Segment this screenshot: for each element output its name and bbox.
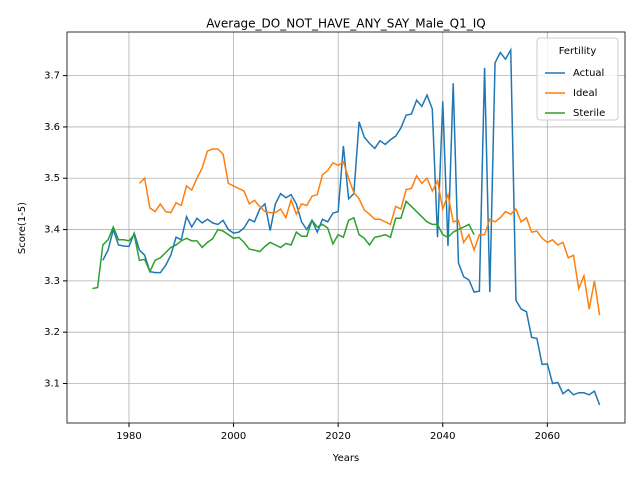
legend-box — [536, 37, 619, 121]
y-tick-label: 3.4 — [44, 225, 60, 236]
x-tick-label: 2000 — [221, 431, 246, 442]
x-tick-label: 2020 — [325, 431, 350, 442]
series-line — [92, 199, 475, 290]
x-tick-label: 2040 — [430, 431, 455, 442]
y-tick-label: 3.1 — [44, 378, 60, 389]
chart-title: Average_DO_NOT_HAVE_ANY_SAY_Male_Q1_IQ — [206, 17, 485, 31]
legend-label: Actual — [573, 68, 604, 79]
x-tick-label: 1980 — [116, 431, 141, 442]
series-line — [102, 47, 601, 406]
y-tick-label: 3.3 — [44, 276, 60, 287]
plot-frame — [66, 31, 626, 424]
y-tick-label: 3.6 — [44, 122, 60, 133]
y-tick-label: 3.2 — [44, 327, 60, 338]
x-axis-label: Years — [332, 453, 359, 464]
legend-title: Fertility — [559, 46, 597, 57]
y-axis-label: Score(1-5) — [17, 202, 28, 254]
y-tick-label: 3.5 — [44, 173, 60, 184]
x-tick-label: 2060 — [535, 431, 560, 442]
series-line — [138, 148, 601, 316]
y-tick-label: 3.7 — [44, 71, 60, 82]
legend-label: Sterile — [573, 108, 605, 119]
legend-label: Ideal — [573, 88, 597, 99]
